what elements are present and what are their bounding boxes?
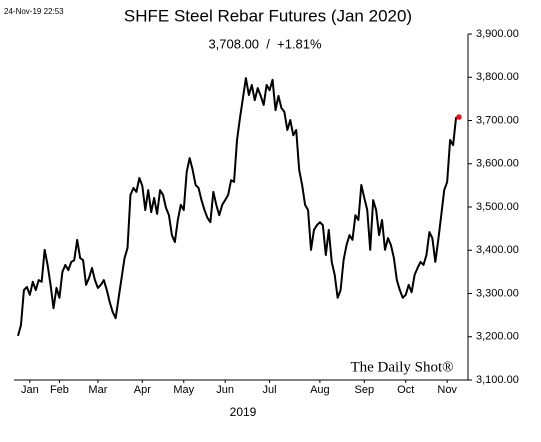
y-tick-label: 3,500.00 <box>476 201 519 213</box>
y-tick-label: 3,200.00 <box>476 331 519 343</box>
last-point <box>456 114 462 120</box>
x-tick-label: Apr <box>134 384 151 396</box>
x-tick-label: Jun <box>216 384 234 396</box>
chart-title: SHFE Steel Rebar Futures (Jan 2020) <box>124 6 412 25</box>
watermark: The Daily Shot® <box>350 359 453 375</box>
x-tick-label: Aug <box>310 384 330 396</box>
x-tick-label: Feb <box>50 384 69 396</box>
y-tick-label: 3,300.00 <box>476 287 519 299</box>
y-tick-label: 3,700.00 <box>476 114 519 126</box>
line <box>17 77 460 337</box>
x-tick-label: Nov <box>437 384 457 396</box>
x-tick-label: Oct <box>397 384 414 396</box>
y-tick-label: 3,900.00 <box>476 28 519 40</box>
x-tick-label: May <box>173 384 194 396</box>
x-tick-label: Jan <box>21 384 39 396</box>
subtitle: 3,708.00 / +1.81% <box>208 36 322 51</box>
y-tick-label: 3,400.00 <box>476 244 519 256</box>
x-axis-label: 2019 <box>230 405 257 419</box>
x-tick-label: Mar <box>88 384 107 396</box>
x-tick-label: Sep <box>354 384 374 396</box>
y-tick-label: 3,100.00 <box>476 374 519 386</box>
y-tick-label: 3,800.00 <box>476 71 519 83</box>
x-tick-label: Jul <box>263 384 277 396</box>
y-tick-label: 3,600.00 <box>476 158 519 170</box>
timestamp: 24-Nov-19 22:53 <box>4 7 64 16</box>
